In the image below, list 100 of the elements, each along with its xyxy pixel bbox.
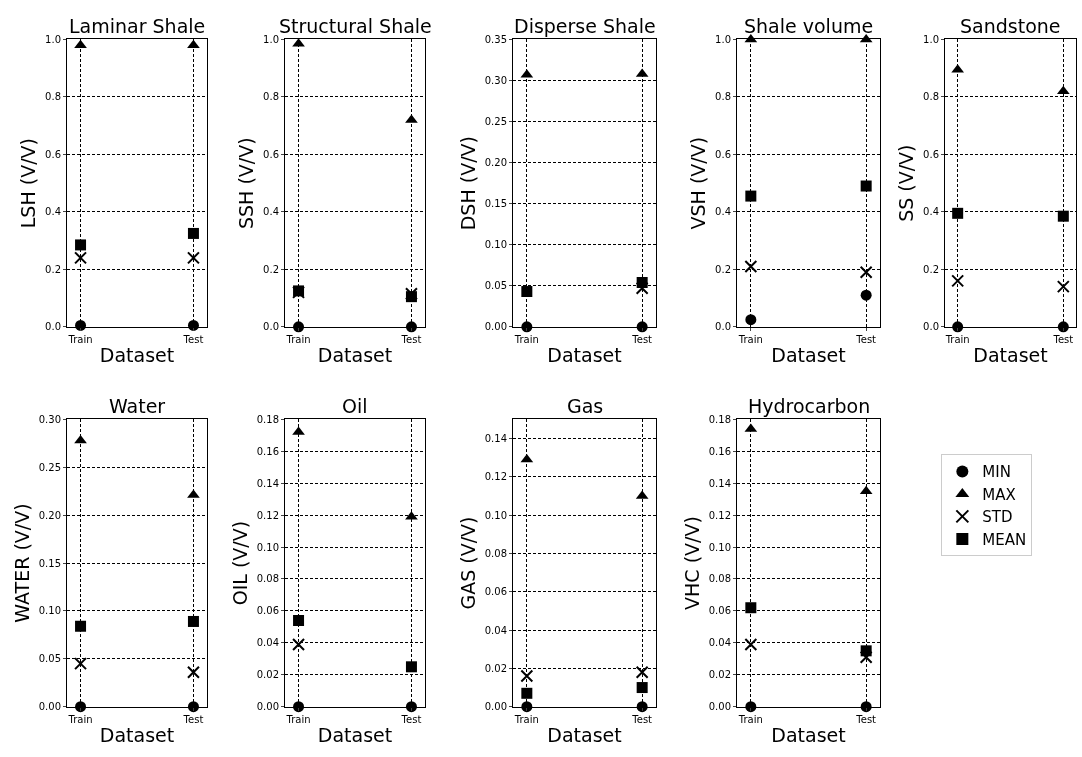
y-tick-label: 0.0: [923, 321, 939, 333]
y-axis-title: OIL (V/V): [228, 520, 251, 606]
y-axis-title: SS (V/V): [894, 144, 917, 222]
y-axis-title: VSH (V/V): [686, 136, 709, 230]
x-tick-label: Test: [182, 713, 204, 725]
x-tick-label: Test: [631, 713, 653, 725]
x-tick-label: Train: [737, 713, 763, 725]
y-tick-label: 0.00: [484, 321, 507, 333]
x-tick-label: Train: [944, 333, 970, 345]
y-tick-label: 0.8: [45, 91, 61, 103]
y-tick-label: 0.16: [708, 445, 731, 457]
x-axis-title: Dataset: [99, 723, 175, 746]
y-tick-label: 0.0: [45, 321, 61, 333]
y-tick-label: 0.18: [256, 413, 279, 425]
y-tick-label: 0.4: [263, 206, 279, 218]
chart-title: Hydrocarbon: [748, 395, 871, 417]
y-tick-label: 0.20: [38, 509, 61, 521]
chart-title: Shale volume: [744, 15, 874, 37]
y-tick-label: 0.15: [484, 198, 507, 210]
x-axis-title: Dataset: [547, 343, 622, 366]
y-tick-label: 0.14: [484, 433, 507, 444]
y-tick-label: 0.05: [38, 653, 61, 665]
y-tick-label: 0.8: [715, 91, 731, 103]
y-tick-label: 1.0: [45, 33, 61, 45]
y-tick-label: 0.6: [45, 148, 61, 160]
y-tick-label: 0.10: [484, 509, 507, 521]
y-tick-label: 0.10: [38, 605, 61, 617]
chart-title: Laminar Shale: [69, 15, 206, 37]
chart-title: Disperse Shale: [514, 15, 656, 37]
y-tick-label: 0.00: [256, 701, 279, 713]
y-tick-label: 0.16: [256, 445, 279, 457]
x-tick-label: Train: [513, 713, 539, 725]
x-tick-label: Test: [400, 333, 422, 345]
x-axis-title: Dataset: [547, 723, 622, 746]
y-tick-label: 0.2: [923, 263, 939, 275]
x-tick-label: Train: [513, 333, 539, 345]
chart-title: Oil: [342, 395, 368, 417]
y-tick-label: 1.0: [715, 33, 731, 45]
y-tick-label: 0.2: [45, 263, 61, 275]
x-axis-title: Dataset: [973, 343, 1048, 366]
y-tick-label: 0.4: [923, 206, 939, 218]
y-tick-label: 0.25: [484, 116, 507, 128]
y-tick-label: 0.30: [38, 413, 61, 425]
y-tick-label: 0.14: [708, 477, 731, 489]
y-tick-label: 0.06: [484, 586, 507, 598]
y-axis-title: DSH (V/V): [456, 136, 479, 231]
x-tick-label: Test: [855, 333, 877, 345]
y-tick-label: 0.10: [484, 239, 507, 251]
x-tick-label: Test: [855, 713, 877, 725]
y-tick-label: 0.2: [715, 263, 731, 275]
x-tick-label: Test: [182, 333, 204, 345]
x-tick-label: Test: [631, 333, 653, 345]
x-axis-title: Dataset: [99, 343, 175, 366]
y-tick-label: 0.02: [708, 669, 731, 681]
y-tick-label: 0.6: [923, 148, 939, 160]
x-tick-label: Train: [285, 713, 311, 725]
x-axis-title: Dataset: [771, 723, 846, 746]
y-tick-label: 0.04: [256, 637, 279, 649]
y-tick-label: 0.4: [45, 206, 61, 218]
y-tick-label: 0.00: [38, 701, 61, 713]
y-tick-label: 0.04: [484, 624, 507, 636]
y-tick-label: 0.06: [256, 605, 279, 617]
x-axis-title: Dataset: [771, 343, 846, 366]
y-tick-label: 0.35: [484, 33, 507, 45]
y-tick-label: 0.20: [484, 157, 507, 169]
x-tick-label: Train: [67, 333, 93, 345]
y-tick-label: 0.05: [484, 280, 507, 292]
y-tick-label: 0.08: [708, 573, 731, 585]
y-tick-label: 0.12: [256, 509, 279, 521]
y-axis-title: WATER (V/V): [10, 503, 33, 623]
y-tick-label: 0.6: [715, 148, 731, 160]
y-tick-label: 1.0: [923, 33, 939, 45]
y-tick-label: 0.18: [708, 413, 731, 425]
y-tick-label: 0.06: [708, 605, 731, 617]
x-axis-title: Dataset: [317, 723, 393, 746]
legend-label: MAX: [982, 485, 1016, 504]
y-tick-label: 0.14: [256, 477, 279, 489]
y-axis-title: VHC (V/V): [680, 516, 703, 610]
x-axis-title: Dataset: [317, 343, 393, 366]
y-tick-label: 0.08: [484, 547, 507, 559]
y-tick-label: 0.6: [263, 148, 279, 160]
y-tick-label: 0.15: [38, 557, 61, 569]
y-tick-label: 0.25: [38, 461, 61, 473]
y-axis-title: SSH (V/V): [234, 137, 257, 229]
chart-title: Gas: [567, 395, 604, 417]
y-tick-label: 0.02: [484, 662, 507, 674]
y-tick-label: 0.4: [715, 206, 731, 218]
y-tick-label: 0.04: [708, 637, 731, 649]
chart-title: Water: [109, 395, 166, 417]
y-axis-title: LSH (V/V): [16, 138, 39, 229]
chart-title: Structural Shale: [279, 15, 432, 37]
legend-label: MIN: [982, 463, 1011, 482]
x-tick-label: Train: [737, 333, 763, 345]
y-tick-label: 0.0: [263, 321, 279, 333]
x-tick-label: Test: [400, 713, 422, 725]
y-tick-label: 0.02: [256, 669, 279, 681]
y-tick-label: 0.8: [263, 91, 279, 103]
y-axis-title: GAS (V/V): [456, 516, 479, 610]
y-tick-label: 0.10: [708, 541, 731, 553]
y-tick-label: 0.00: [484, 701, 507, 713]
